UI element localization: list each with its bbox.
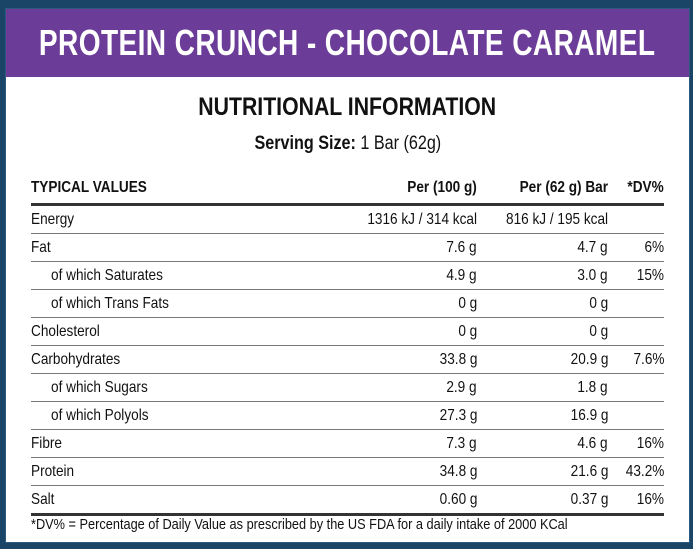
per-bar-value: 1.8 g [477, 373, 608, 402]
per-bar-value: 16.9 g [477, 401, 608, 430]
per-100g-value: 7.6 g [322, 233, 477, 262]
per-bar-value: 0 g [477, 317, 608, 346]
table-row: of which Sugars 2.9 g 1.8 g [31, 373, 664, 402]
per-100g-value: 4.9 g [322, 261, 477, 290]
table-row: Protein 34.8 g 21.6 g 43.2% [31, 457, 664, 486]
dv-value: 15% [608, 261, 664, 290]
per-100g-value: 27.3 g [322, 401, 477, 430]
header-dv: *DV% [608, 173, 664, 206]
table-row: of which Polyols 27.3 g 16.9 g [31, 401, 664, 430]
table-row: Energy 1316 kJ / 314 kcal 816 kJ / 195 kca… [31, 204, 664, 234]
nutrient-name: of which Trans Fats [31, 289, 322, 318]
table-header: TYPICAL VALUES Per (100 g) Per (62 g) Ba… [31, 173, 664, 206]
per-bar-value: 4.6 g [477, 429, 608, 458]
nutrient-name: Carbohydrates [31, 345, 322, 374]
header-per-bar: Per (62 g) Bar [477, 173, 608, 206]
nutrient-name: Salt [31, 485, 322, 516]
footnote: *DV% = Percentage of Daily Value as pres… [31, 516, 568, 533]
dv-value [608, 401, 664, 430]
per-bar-value: 0 g [477, 289, 608, 318]
per-bar-value: 4.7 g [477, 233, 608, 262]
per-100g-value: 7.3 g [322, 429, 477, 458]
nutrient-name: of which Saturates [31, 261, 322, 290]
dv-value: 6% [608, 233, 664, 262]
dv-value: 43.2% [608, 457, 664, 486]
serving-size: Serving Size: 1 Bar (62g) [6, 133, 689, 155]
per-100g-value: 0 g [322, 317, 477, 346]
per-100g-value: 34.8 g [322, 457, 477, 486]
nutrition-label: PROTEIN CRUNCH - CHOCOLATE CARAMEL NUTRI… [5, 8, 690, 543]
dv-value: 16% [608, 485, 664, 516]
table-row: of which Saturates 4.9 g 3.0 g 15% [31, 261, 664, 290]
dv-value: 7.6% [608, 345, 664, 374]
nutrient-name: of which Sugars [31, 373, 322, 402]
serving-value: 1 Bar (62g) [360, 133, 441, 154]
per-bar-value: 20.9 g [477, 345, 608, 374]
per-100g-value: 0 g [322, 289, 477, 318]
nutrient-name: Energy [31, 204, 322, 234]
table-row: Salt 0.60 g 0.37 g 16% [31, 485, 664, 516]
product-title: PROTEIN CRUNCH - CHOCOLATE CARAMEL [39, 22, 656, 63]
serving-label: Serving Size: [254, 133, 356, 154]
nutrient-name: Fat [31, 233, 322, 262]
nutrient-name: Fibre [31, 429, 322, 458]
dv-value [608, 289, 664, 318]
table-row: Carbohydrates 33.8 g 20.9 g 7.6% [31, 345, 664, 374]
dv-value [608, 317, 664, 346]
per-100g-value: 1316 kJ / 314 kcal [322, 204, 477, 234]
dv-value: 16% [608, 429, 664, 458]
nutrient-name: Cholesterol [31, 317, 322, 346]
header-typical-values: TYPICAL VALUES [31, 173, 322, 206]
nutrient-name: Protein [31, 457, 322, 486]
per-bar-value: 3.0 g [477, 261, 608, 290]
per-bar-value: 0.37 g [477, 485, 608, 516]
per-bar-value: 816 kJ / 195 kcal [477, 204, 608, 234]
per-bar-value: 21.6 g [477, 457, 608, 486]
product-title-banner: PROTEIN CRUNCH - CHOCOLATE CARAMEL [6, 9, 689, 77]
nutrition-table: TYPICAL VALUES Per (100 g) Per (62 g) Ba… [31, 173, 664, 516]
nutrient-name: of which Polyols [31, 401, 322, 430]
header-per-100g: Per (100 g) [322, 173, 477, 206]
section-heading-wrap: NUTRITIONAL INFORMATION [6, 93, 689, 122]
per-100g-value: 33.8 g [322, 345, 477, 374]
dv-value [608, 373, 664, 402]
dv-value [608, 204, 664, 234]
per-100g-value: 0.60 g [322, 485, 477, 516]
table-row: Fibre 7.3 g 4.6 g 16% [31, 429, 664, 458]
section-heading: NUTRITIONAL INFORMATION [198, 93, 497, 121]
table-row: Fat 7.6 g 4.7 g 6% [31, 233, 664, 262]
per-100g-value: 2.9 g [322, 373, 477, 402]
